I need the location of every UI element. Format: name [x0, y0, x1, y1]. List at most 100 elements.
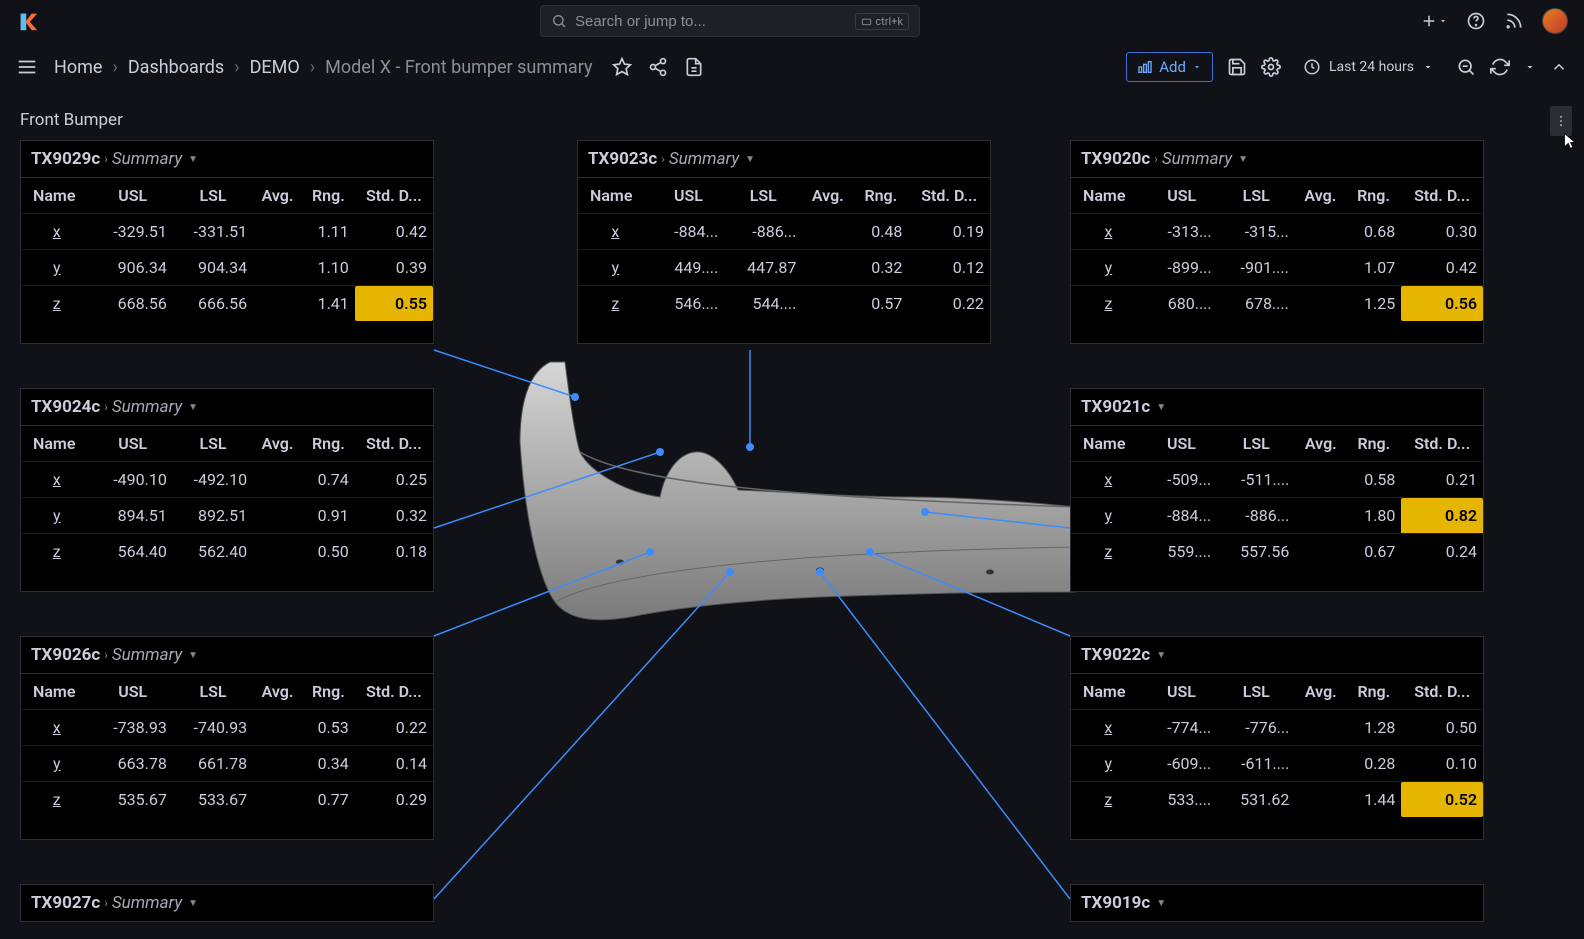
table-header[interactable]: Std. D... [908, 178, 990, 214]
table-cell: 1.07 [1346, 250, 1401, 286]
settings-icon[interactable] [1261, 57, 1281, 77]
panel-header[interactable]: TX9023c › Summary ▼ [578, 141, 990, 177]
table-cell: 1.41 [302, 286, 355, 322]
panel-header[interactable]: TX9021c ▼ [1071, 389, 1483, 425]
table-header[interactable]: LSL [724, 178, 802, 214]
table-row: z559....557.560.670.24 [1071, 534, 1483, 570]
table-header[interactable]: Rng. [1346, 426, 1401, 462]
table-cell: 668.56 [93, 286, 173, 322]
table-cell: 904.34 [173, 250, 253, 286]
save-icon[interactable] [1227, 57, 1247, 77]
table-header[interactable]: Name [21, 674, 93, 710]
panel-header[interactable]: TX9026c › Summary ▼ [21, 637, 433, 673]
table-cell [802, 214, 853, 250]
table-header[interactable]: Std. D... [1401, 178, 1483, 214]
collapse-icon[interactable] [1550, 58, 1568, 76]
table-cell: 546.... [653, 286, 725, 322]
data-table: NameUSLLSLAvg.Rng.Std. D...x-884...-886.… [578, 177, 990, 321]
table-cell: -490.10 [93, 462, 173, 498]
table-header[interactable]: Name [21, 426, 93, 462]
table-cell [253, 250, 302, 286]
search-bar[interactable]: ctrl+k [540, 5, 920, 37]
table-cell: -313... [1146, 214, 1218, 250]
table-header[interactable]: LSL [173, 426, 253, 462]
table-header[interactable]: Name [1071, 674, 1146, 710]
panel-header[interactable]: TX9022c ▼ [1071, 637, 1483, 673]
breadcrumb-sep: › [112, 57, 117, 78]
table-header[interactable]: Rng. [1346, 674, 1401, 710]
table-header[interactable]: Avg. [253, 426, 302, 462]
document-icon[interactable] [684, 57, 704, 77]
panel-header[interactable]: TX9019c ▼ [1071, 885, 1483, 921]
section-title: Front Bumper [20, 110, 1572, 130]
add-button[interactable]: Add [1126, 52, 1213, 82]
table-header[interactable]: USL [1146, 426, 1218, 462]
table-header[interactable]: LSL [1217, 674, 1295, 710]
toolbar-icons [612, 57, 704, 77]
user-avatar[interactable] [1542, 8, 1568, 34]
table-header[interactable]: Name [21, 178, 93, 214]
table-header[interactable]: Rng. [302, 178, 355, 214]
table-header[interactable]: Name [578, 178, 653, 214]
breadcrumb-demo[interactable]: DEMO [250, 57, 300, 78]
table-header[interactable]: Std. D... [355, 178, 433, 214]
table-header[interactable]: LSL [173, 178, 253, 214]
table-header[interactable]: Avg. [1295, 674, 1346, 710]
table-header[interactable]: Std. D... [1401, 674, 1483, 710]
table-header[interactable]: Rng. [853, 178, 908, 214]
app-logo[interactable] [16, 9, 40, 33]
panel-header[interactable]: TX9020c › Summary ▼ [1071, 141, 1483, 177]
table-header[interactable]: Name [1071, 178, 1146, 214]
table-header[interactable]: Std. D... [1401, 426, 1483, 462]
table-header[interactable]: Avg. [253, 674, 302, 710]
table-header[interactable]: LSL [1218, 178, 1295, 214]
panel-TX9021c: TX9021c ▼NameUSLLSLAvg.Rng.Std. D...x-50… [1070, 388, 1484, 592]
panel-menu-button[interactable] [1550, 106, 1572, 136]
table-header[interactable]: Rng. [302, 426, 355, 462]
table-header[interactable]: Std. D... [355, 426, 433, 462]
table-header[interactable]: USL [1146, 178, 1218, 214]
panel-header[interactable]: TX9027c › Summary ▼ [21, 885, 433, 921]
search-input[interactable] [575, 13, 847, 30]
table-cell: 0.19 [908, 214, 990, 250]
table-header[interactable]: LSL [173, 674, 253, 710]
refresh-dropdown-icon[interactable] [1524, 61, 1536, 73]
table-header[interactable]: Avg. [802, 178, 853, 214]
table-cell: 0.42 [355, 214, 433, 250]
table-header[interactable]: Std. D... [355, 674, 433, 710]
menu-icon[interactable] [16, 56, 38, 78]
table-header[interactable]: USL [93, 178, 173, 214]
table-header[interactable]: Avg. [1295, 178, 1346, 214]
table-cell: 0.50 [1401, 710, 1483, 746]
table-header[interactable]: Avg. [1295, 426, 1346, 462]
breadcrumb-home[interactable]: Home [54, 57, 102, 78]
table-cell: 0.53 [302, 710, 355, 746]
table-cell: 0.34 [302, 746, 355, 782]
plus-icon[interactable] [1420, 12, 1448, 30]
table-header[interactable]: USL [653, 178, 725, 214]
panel-header[interactable]: TX9024c › Summary ▼ [21, 389, 433, 425]
table-cell: 0.82 [1401, 498, 1483, 534]
table-cell: -509... [1146, 462, 1218, 498]
breadcrumb-dashboards[interactable]: Dashboards [128, 57, 224, 78]
table-header[interactable]: USL [93, 426, 173, 462]
table-cell: -884... [653, 214, 725, 250]
panel-header[interactable]: TX9029c › Summary ▼ [21, 141, 433, 177]
refresh-icon[interactable] [1490, 57, 1510, 77]
share-icon[interactable] [648, 57, 668, 77]
time-range-picker[interactable]: Last 24 hours [1295, 54, 1442, 80]
table-cell: z [21, 534, 93, 570]
rss-icon[interactable] [1504, 11, 1524, 31]
table-header[interactable]: Rng. [1346, 178, 1401, 214]
zoom-out-icon[interactable] [1456, 57, 1476, 77]
table-header[interactable]: Name [1071, 426, 1146, 462]
table-header[interactable]: Rng. [302, 674, 355, 710]
table-cell: 0.74 [302, 462, 355, 498]
table-header[interactable]: Avg. [253, 178, 302, 214]
table-header[interactable]: USL [1146, 674, 1218, 710]
data-table: NameUSLLSLAvg.Rng.Std. D...x-329.51-331.… [21, 177, 433, 321]
help-icon[interactable] [1466, 11, 1486, 31]
star-icon[interactable] [612, 57, 632, 77]
table-header[interactable]: LSL [1217, 426, 1295, 462]
table-header[interactable]: USL [93, 674, 173, 710]
